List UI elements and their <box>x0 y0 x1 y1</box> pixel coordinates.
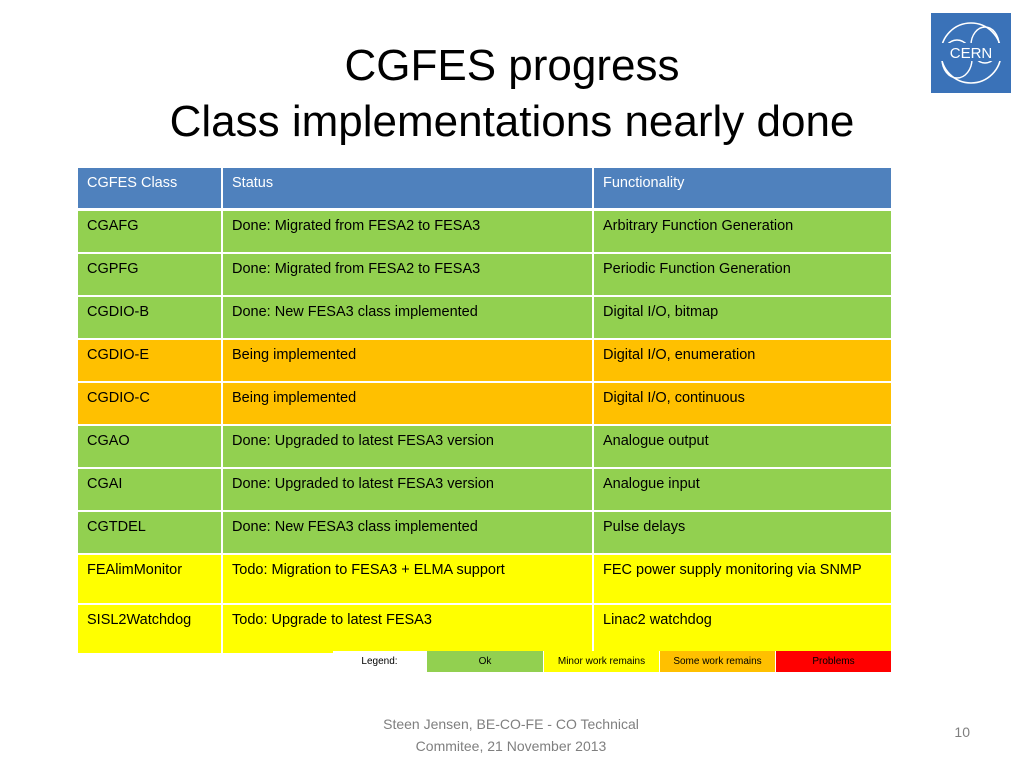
legend-ok: Ok <box>427 651 544 672</box>
header-cgfes-class: CGFES Class <box>76 166 223 211</box>
footer-line-2: Commitee, 21 November 2013 <box>415 738 607 754</box>
cell-status: Todo: Migration to FESA3 + ELMA support <box>221 553 594 605</box>
cell-status: Done: Migrated from FESA2 to FESA3 <box>221 208 594 254</box>
cern-logo-text: CERN <box>950 45 993 62</box>
cell-class: CGAI <box>76 467 223 512</box>
title-line-2: Class implementations nearly done <box>169 97 855 146</box>
cell-status: Done: New FESA3 class implemented <box>221 295 594 340</box>
legend-label: Legend: <box>333 651 427 672</box>
title-line-1: CGFES progress <box>344 41 680 90</box>
cell-functionality: Analogue output <box>592 424 893 469</box>
cell-functionality: Digital I/O, continuous <box>592 381 893 426</box>
cell-functionality: Analogue input <box>592 467 893 512</box>
table-row: CGDIO-B Done: New FESA3 class implemente… <box>76 295 893 340</box>
legend-problems: Problems <box>776 651 892 672</box>
cell-class: CGTDEL <box>76 510 223 555</box>
class-status-table: CGFES Class Status Functionality CGAFG D… <box>76 166 893 655</box>
header-status: Status <box>221 166 594 211</box>
table-row: CGAFG Done: Migrated from FESA2 to FESA3… <box>76 208 893 254</box>
cell-functionality: Digital I/O, bitmap <box>592 295 893 340</box>
table-row: CGAI Done: Upgraded to latest FESA3 vers… <box>76 467 893 512</box>
table-row: CGDIO-E Being implemented Digital I/O, e… <box>76 338 893 383</box>
table-row: CGTDEL Done: New FESA3 class implemented… <box>76 510 893 555</box>
header-functionality: Functionality <box>592 166 893 211</box>
legend: Legend: Ok Minor work remains Some work … <box>333 651 892 672</box>
cell-functionality: Periodic Function Generation <box>592 252 893 297</box>
table-row: CGAO Done: Upgraded to latest FESA3 vers… <box>76 424 893 469</box>
table-header-row: CGFES Class Status Functionality <box>76 166 893 211</box>
cell-class: CGDIO-B <box>76 295 223 340</box>
cell-status: Done: Migrated from FESA2 to FESA3 <box>221 252 594 297</box>
slide-footer: Steen Jensen, BE-CO-FE - CO Technical Co… <box>360 713 662 757</box>
cell-class: CGDIO-C <box>76 381 223 426</box>
cell-status: Todo: Upgrade to latest FESA3 <box>221 603 594 655</box>
footer-line-1: Steen Jensen, BE-CO-FE - CO Technical <box>383 716 639 732</box>
table-row: CGPFG Done: Migrated from FESA2 to FESA3… <box>76 252 893 297</box>
table-row: SISL2Watchdog Todo: Upgrade to latest FE… <box>76 603 893 655</box>
cell-class: FEAlimMonitor <box>76 553 223 605</box>
cern-logo-icon: CERN <box>937 22 1005 84</box>
legend-minor-work: Minor work remains <box>544 651 660 672</box>
cell-class: CGAO <box>76 424 223 469</box>
cell-class: CGAFG <box>76 208 223 254</box>
cell-functionality: Linac2 watchdog <box>592 603 893 655</box>
cell-status: Being implemented <box>221 381 594 426</box>
cell-functionality: FEC power supply monitoring via SNMP <box>592 553 893 605</box>
cell-status: Done: Upgraded to latest FESA3 version <box>221 467 594 512</box>
cern-logo: CERN <box>931 13 1011 93</box>
slide-title: CGFES progress Class implementations nea… <box>0 38 1024 150</box>
cell-status: Done: Upgraded to latest FESA3 version <box>221 424 594 469</box>
cell-status: Done: New FESA3 class implemented <box>221 510 594 555</box>
cell-class: CGPFG <box>76 252 223 297</box>
cell-functionality: Pulse delays <box>592 510 893 555</box>
table-row: CGDIO-C Being implemented Digital I/O, c… <box>76 381 893 426</box>
cell-status: Being implemented <box>221 338 594 383</box>
cell-functionality: Arbitrary Function Generation <box>592 208 893 254</box>
cell-class: CGDIO-E <box>76 338 223 383</box>
cell-functionality: Digital I/O, enumeration <box>592 338 893 383</box>
legend-some-work: Some work remains <box>660 651 776 672</box>
cell-class: SISL2Watchdog <box>76 603 223 655</box>
page-number: 10 <box>954 724 970 740</box>
table-row: FEAlimMonitor Todo: Migration to FESA3 +… <box>76 553 893 605</box>
